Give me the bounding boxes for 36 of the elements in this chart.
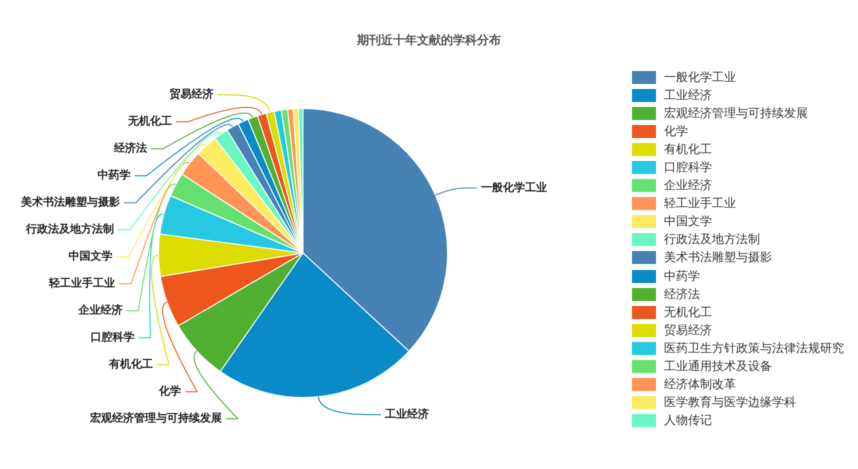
legend-label: 工业通用技术及设备 xyxy=(664,358,772,376)
legend-label: 化学 xyxy=(664,122,688,140)
data-label: 轻工业手工业 xyxy=(48,276,116,290)
data-label: 美术书法雕塑与摄影 xyxy=(20,196,120,209)
legend-label: 经济法 xyxy=(664,286,700,303)
data-label: 无机化工 xyxy=(127,114,172,128)
data-label: 有机化工 xyxy=(108,358,153,371)
data-label: 一般化学工业 xyxy=(480,180,547,194)
legend-label: 人物传记 xyxy=(664,412,712,430)
legend-label: 行政法及地方法制 xyxy=(664,231,760,248)
legend-label: 工业经济 xyxy=(664,86,712,104)
legend-label: 企业经济 xyxy=(664,177,712,194)
legend-label: 口腔科学 xyxy=(664,159,712,176)
legend-label: 美术书法雕塑与摄影 xyxy=(664,249,772,266)
legend-label: 宏观经济管理与可持续发展 xyxy=(664,104,808,122)
legend-label: 中药学 xyxy=(664,268,700,285)
legend-label: 一般化学工业 xyxy=(664,68,736,86)
legend-label: 轻工业手工业 xyxy=(664,195,736,212)
data-label: 贸易经济 xyxy=(169,88,214,101)
legend-label: 医学教育与医学边缘学科 xyxy=(664,394,796,412)
data-label: 宏观经济管理与可持续发展 xyxy=(88,412,222,425)
chart-title: 期刊近十年文献的学科分布 xyxy=(356,32,502,49)
legend-label: 有机化工 xyxy=(664,140,712,158)
data-label: 经济法 xyxy=(113,142,148,155)
legend-label: 贸易经济 xyxy=(664,322,712,339)
data-label: 化学 xyxy=(158,384,182,398)
data-label: 中药学 xyxy=(98,168,131,182)
data-label: 口腔科学 xyxy=(90,330,134,344)
legend-label: 中国文学 xyxy=(664,213,712,230)
legend-label: 经济体制改革 xyxy=(664,376,736,394)
data-label: 工业经济 xyxy=(384,407,429,420)
data-label: 中国文学 xyxy=(68,250,113,263)
data-label: 行政法及地方法制 xyxy=(25,222,114,236)
legend-label: 医药卫生方针政策与法律法规研究 xyxy=(664,340,844,357)
legend-label: 无机化工 xyxy=(664,304,712,321)
data-label: 企业经济 xyxy=(77,304,122,317)
